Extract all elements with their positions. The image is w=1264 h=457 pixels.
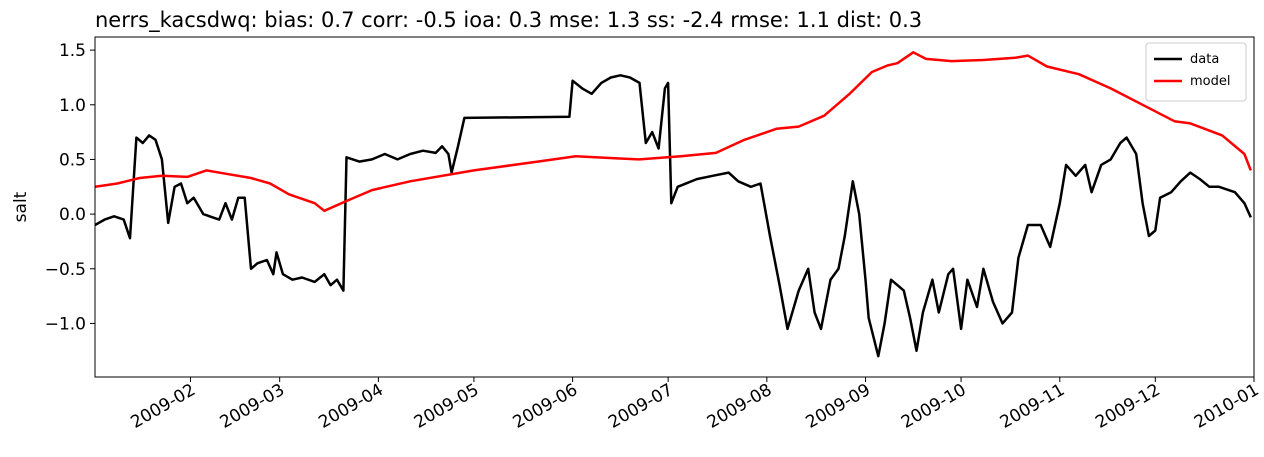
x-tick-label: 2009-09: [803, 380, 875, 433]
chart-title: nerrs_kacsdwq: bias: 0.7 corr: -0.5 ioa:…: [95, 8, 922, 33]
legend-label: data: [1190, 52, 1219, 67]
y-tick-label: 0.5: [59, 150, 86, 170]
x-tick-label: 2010-01: [1191, 380, 1263, 433]
series-line: [95, 51, 1252, 213]
legend-box: [1145, 42, 1247, 102]
plot-frame: [94, 36, 1255, 378]
y-tick-label: 1.0: [59, 96, 86, 116]
x-tick-label: 2009-04: [315, 380, 387, 433]
y-tick-label: −0.5: [45, 260, 86, 280]
x-tick-label: 2009-10: [898, 380, 970, 433]
series-line: [95, 74, 1252, 358]
x-tick-label: 2009-11: [997, 380, 1069, 433]
x-tick-label: 2009-07: [605, 380, 677, 433]
y-tick-label: 0.0: [59, 205, 86, 225]
x-tick-label: 2009-12: [1092, 380, 1164, 433]
x-tick-label: 2009-02: [128, 380, 200, 433]
y-tick-label: −1.0: [45, 314, 86, 334]
x-tick-label: 2009-06: [510, 380, 582, 433]
x-tick-label: 2009-03: [217, 380, 289, 433]
y-axis-label: salt: [11, 191, 31, 222]
legend-label: model: [1190, 74, 1230, 89]
y-tick-label: 1.5: [59, 41, 86, 61]
x-tick-label: 2009-05: [411, 380, 483, 433]
x-tick-label: 2009-08: [704, 380, 776, 433]
